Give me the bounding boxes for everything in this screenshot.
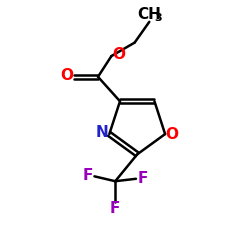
Text: N: N xyxy=(96,125,109,140)
Text: 3: 3 xyxy=(155,13,162,23)
Text: O: O xyxy=(166,126,178,142)
Text: F: F xyxy=(110,201,120,216)
Text: O: O xyxy=(60,68,73,83)
Text: F: F xyxy=(82,168,93,182)
Text: F: F xyxy=(138,171,148,186)
Text: O: O xyxy=(112,47,125,62)
Text: CH: CH xyxy=(138,8,161,22)
